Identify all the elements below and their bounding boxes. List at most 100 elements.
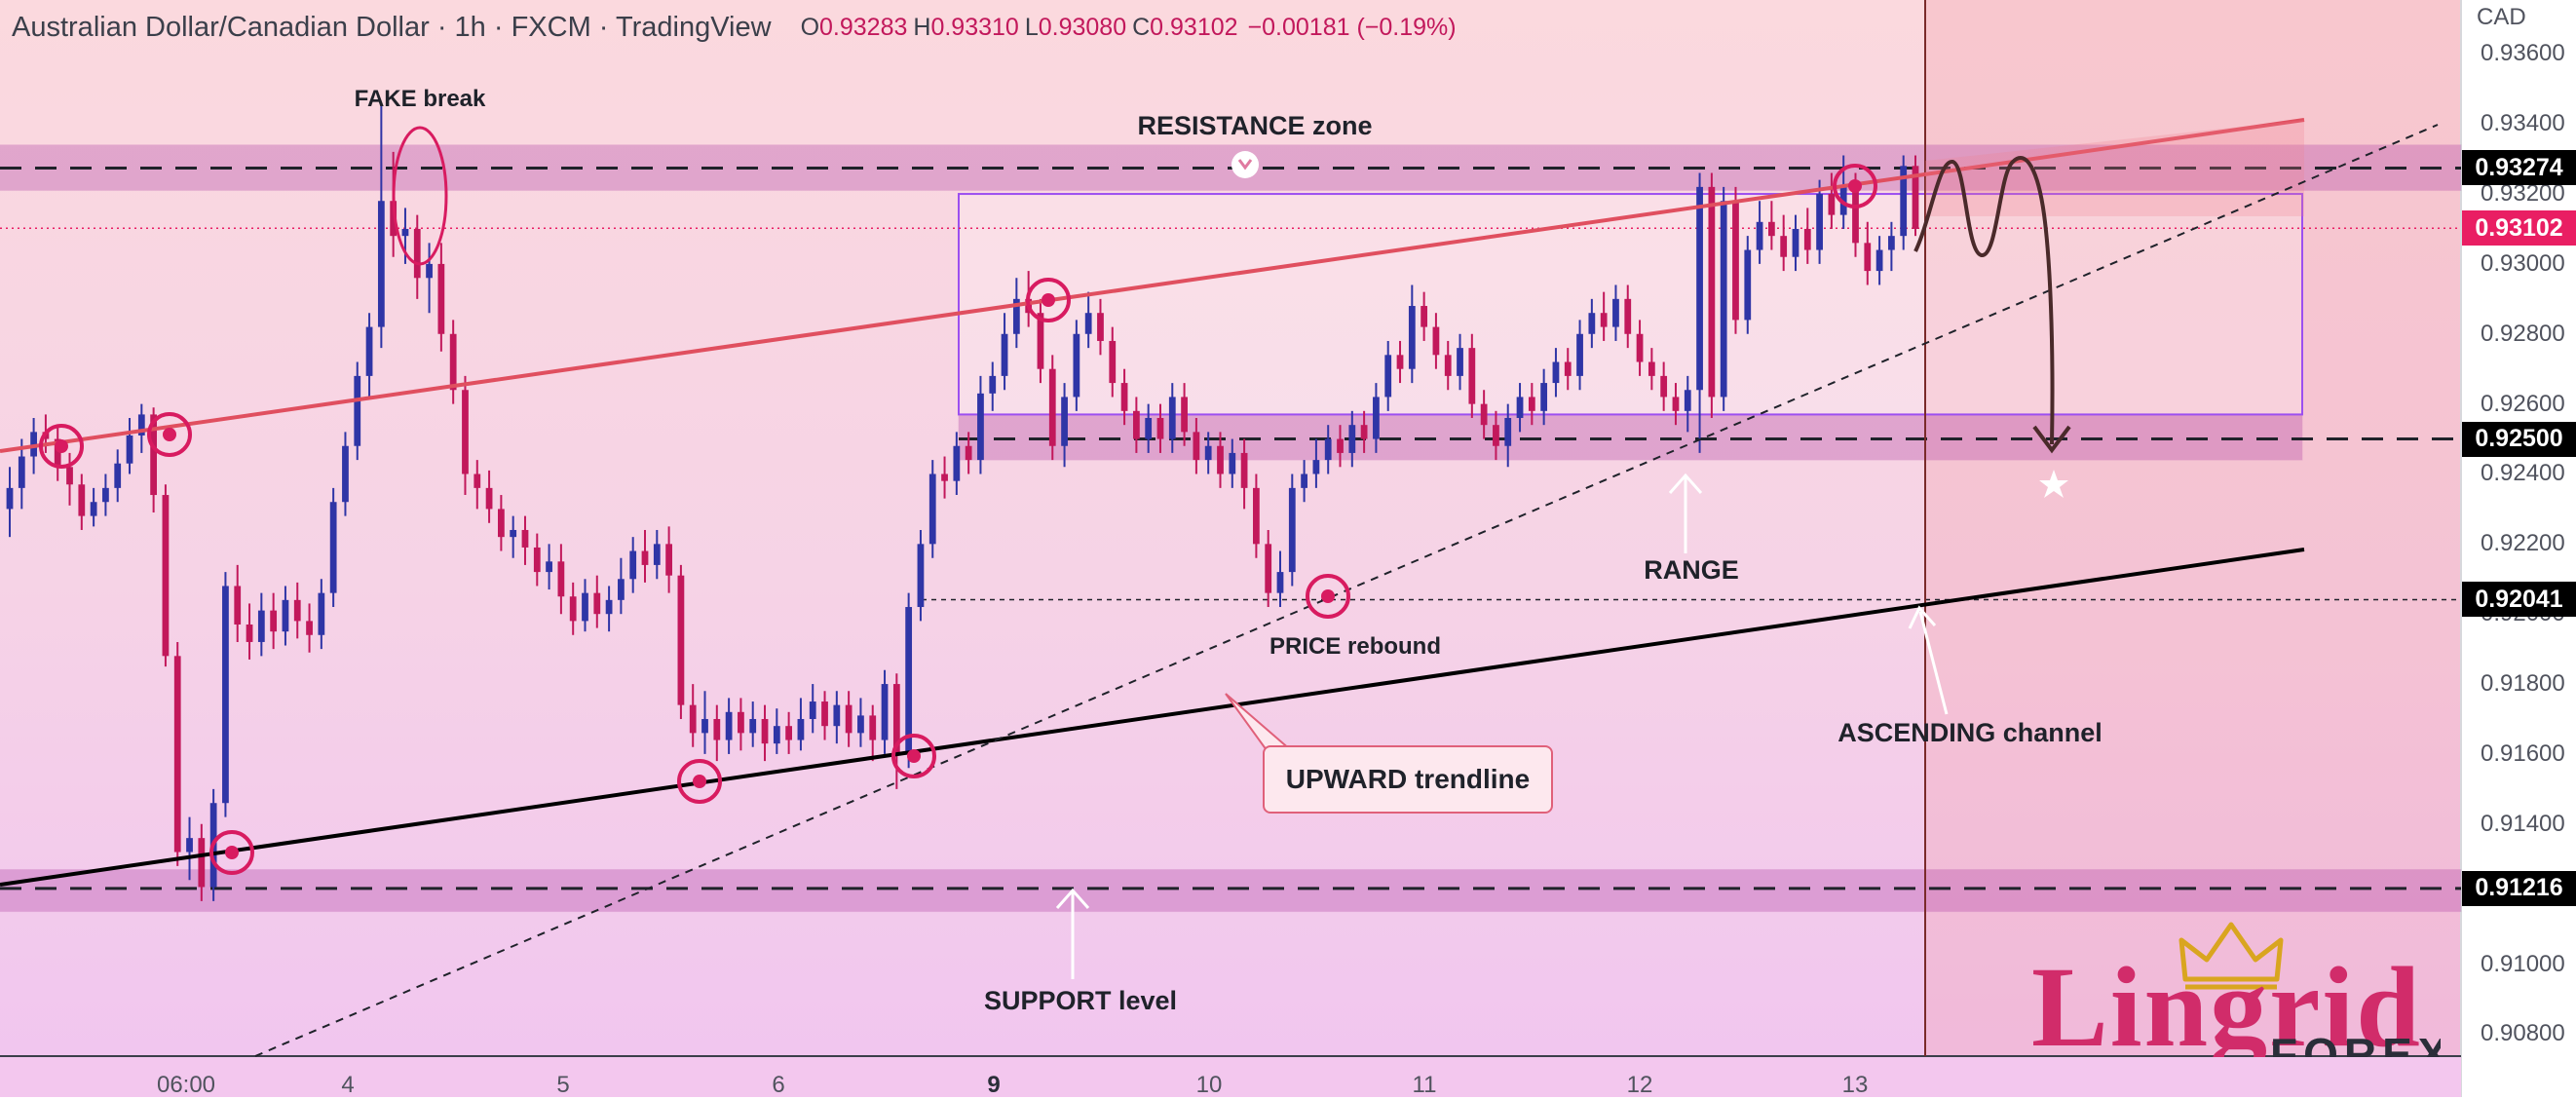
upward-trendline [0, 548, 2305, 887]
candle-body [1312, 460, 1320, 474]
ascending-channel-label: ASCENDING channel [1837, 718, 2102, 747]
candle-body [1636, 333, 1644, 362]
ohlc-change: −0.00181 (−0.19%) [1247, 13, 1457, 41]
price-rebound-label: PRICE rebound [1269, 633, 1442, 660]
x-tick-label: 5 [556, 1072, 570, 1098]
candle-body [18, 456, 25, 488]
ohlc-label: O [800, 13, 820, 41]
candle-body [1900, 166, 1908, 237]
marker-circle [1833, 164, 1877, 208]
candle-body [437, 263, 445, 334]
price-tag: 0.93102 [2462, 210, 2576, 246]
candle-body [977, 393, 984, 461]
ohlc-item: H0.93310 [913, 14, 1018, 42]
candle-body [689, 704, 697, 734]
candle-body [1384, 355, 1392, 398]
candle-body [1073, 333, 1080, 398]
marker-dot [55, 439, 68, 453]
marker-circle [209, 830, 254, 875]
marker-dot [225, 846, 239, 859]
candle-body [1265, 544, 1272, 593]
marker-dot [163, 428, 176, 441]
candle-body [1480, 403, 1488, 426]
candle-body [1373, 397, 1380, 439]
candle-body [892, 684, 900, 754]
resistance-down-icon [1231, 151, 1259, 178]
y-tick-label: 0.93000 [2481, 249, 2565, 277]
logo-sub: FOREX [2270, 1029, 2441, 1057]
marker-circle [39, 424, 84, 469]
candle-body [1720, 201, 1727, 398]
price-tag: 0.91216 [2462, 870, 2576, 906]
y-tick-label: 0.92200 [2481, 530, 2565, 557]
y-tick-label: 0.90800 [2481, 1020, 2565, 1047]
ohlc-readout: O0.93283 H0.93310 L0.93080 C0.93102 −0.00181… [801, 14, 1457, 42]
candle-body [546, 561, 552, 573]
candle-body [629, 550, 637, 580]
crown-icon [2178, 922, 2284, 990]
candle-body [1240, 452, 1248, 488]
candle-body [1696, 186, 1703, 391]
candle-body [1037, 313, 1044, 369]
ohlc-label: H [913, 13, 931, 41]
candle-body [905, 607, 913, 754]
candle-body [1253, 487, 1260, 545]
candle-body [1217, 445, 1224, 474]
candle-body [941, 474, 948, 481]
ohlc-label: L [1024, 13, 1039, 41]
support-zone [0, 868, 2462, 913]
candle-body [1061, 397, 1068, 446]
candle-body [1156, 418, 1164, 439]
candle-body [1444, 355, 1452, 376]
candle-body [677, 575, 685, 705]
x-tick-label: 10 [1195, 1072, 1223, 1098]
candle-body [582, 592, 588, 622]
candle-body [1204, 445, 1212, 461]
candle-body [1792, 228, 1799, 257]
symbol-title[interactable]: Australian Dollar/Canadian Dollar · 1h ·… [12, 11, 772, 43]
candle-body [474, 474, 481, 488]
candle-body [1421, 306, 1428, 327]
candle-body [114, 463, 122, 488]
candle-body [953, 445, 961, 481]
candle-body [1048, 368, 1056, 446]
resistance-zone-label: RESISTANCE zone [1137, 111, 1373, 140]
forecast-path [1913, 156, 2055, 445]
candle-body [1504, 418, 1512, 446]
candle-body [713, 718, 721, 740]
candle-body [593, 592, 601, 615]
candle-body [137, 414, 145, 436]
y-tick-label: 0.92800 [2481, 320, 2565, 347]
candle-body [1276, 572, 1284, 593]
y-tick-label: 0.91800 [2481, 670, 2565, 698]
candle-body [6, 487, 14, 510]
candle-body [318, 592, 325, 635]
candle-body [1132, 410, 1140, 439]
candle-body [390, 201, 398, 237]
candle-body [282, 599, 289, 632]
marker-dot [1042, 293, 1055, 307]
candle-body [1648, 361, 1655, 376]
x-tick-label: 6 [772, 1072, 785, 1098]
x-tick-label: 13 [1841, 1072, 1869, 1098]
axis-unit-label: CAD [2477, 4, 2526, 30]
candle-body [162, 495, 170, 657]
candle-body [342, 445, 349, 503]
y-tick-label: 0.93400 [2481, 110, 2565, 137]
candle-body [1348, 425, 1356, 453]
candle-body [426, 263, 433, 279]
candle-body [1468, 348, 1476, 404]
candle-body [701, 718, 708, 734]
candle-body [1767, 221, 1775, 237]
range-box [958, 193, 2303, 416]
candle-body [510, 529, 517, 538]
candle-body [653, 544, 661, 565]
logo-brand: Lingrid [2031, 943, 2422, 1058]
fake-break-ellipse [392, 126, 448, 266]
candle-body [1732, 201, 1739, 321]
x-tick-label: 06:00 [156, 1072, 216, 1098]
candle-body [1324, 438, 1332, 461]
candle-body [965, 445, 972, 461]
